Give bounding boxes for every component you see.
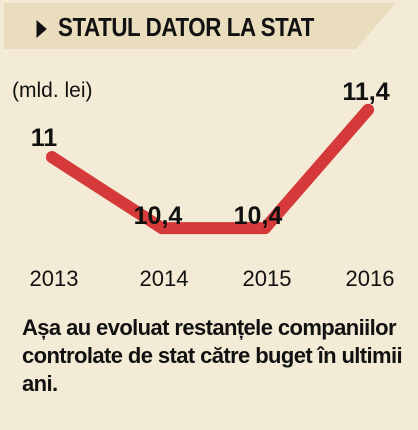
chart-title: STATUL DATOR LA STAT	[36, 12, 314, 42]
data-point-2015	[259, 222, 271, 235]
y-axis-label: (mld. lei)	[12, 79, 93, 102]
data-label-2014: 10,4	[134, 202, 183, 230]
data-label-2015: 10,4	[234, 202, 283, 230]
x-tick-label-2013: 2013	[30, 266, 79, 291]
x-tick-label-2015: 2015	[243, 266, 292, 291]
data-point-2016	[362, 103, 374, 116]
title-bar: STATUL DATOR LA STAT	[4, 3, 396, 49]
data-label-2016: 11,4	[342, 78, 389, 106]
chart-caption: Așa au evoluat restanțele compani­ilor c…	[22, 315, 403, 396]
data-point-2013	[46, 151, 58, 164]
x-tick-label-2014: 2014	[140, 266, 189, 291]
x-tick-label-2016: 2016	[346, 266, 395, 291]
data-label-2013: 11	[31, 124, 58, 152]
series-line	[46, 103, 374, 235]
data-point-2014	[156, 222, 168, 235]
line-chart: (mld. lei) 11 10,4 10,4 11,4 2013 2014 2015 201…	[12, 78, 395, 291]
